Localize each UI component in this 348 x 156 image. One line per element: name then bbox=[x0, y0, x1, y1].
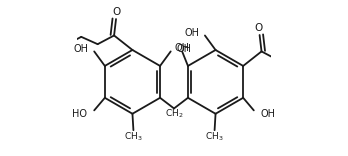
Text: O: O bbox=[254, 23, 263, 33]
Text: OH: OH bbox=[175, 43, 190, 53]
Text: O: O bbox=[113, 7, 121, 17]
Text: OH: OH bbox=[73, 44, 88, 54]
Text: OH: OH bbox=[261, 109, 276, 119]
Text: CH$_3$: CH$_3$ bbox=[205, 130, 224, 143]
Text: OH: OH bbox=[176, 44, 191, 54]
Text: HO: HO bbox=[72, 109, 87, 119]
Text: OH: OH bbox=[184, 28, 199, 38]
Text: CH$_3$: CH$_3$ bbox=[124, 130, 143, 143]
Text: CH$_2$: CH$_2$ bbox=[165, 108, 183, 120]
